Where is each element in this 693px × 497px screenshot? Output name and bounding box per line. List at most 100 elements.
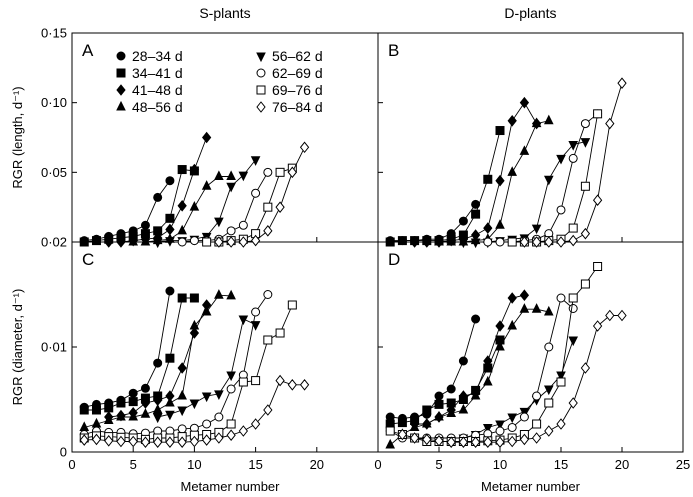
data-point bbox=[214, 289, 224, 299]
panel-label-d: D bbox=[388, 250, 400, 269]
data-point bbox=[434, 434, 444, 447]
y-tick-label: 0·05 bbox=[41, 165, 67, 180]
data-point bbox=[422, 433, 432, 446]
data-point bbox=[519, 145, 530, 155]
legend-marker bbox=[116, 51, 126, 61]
data-point bbox=[250, 234, 261, 247]
data-point bbox=[495, 426, 505, 436]
data-point bbox=[434, 399, 444, 409]
data-point bbox=[458, 216, 468, 226]
series-line bbox=[84, 304, 293, 440]
data-point bbox=[580, 362, 591, 374]
data-point bbox=[532, 391, 542, 401]
data-point bbox=[556, 205, 566, 215]
data-point bbox=[507, 166, 518, 176]
data-point bbox=[91, 433, 102, 446]
data-point bbox=[238, 220, 248, 230]
data-point bbox=[214, 432, 224, 444]
x-tick-label: 15 bbox=[554, 457, 568, 472]
series-41-48 bbox=[409, 96, 542, 248]
data-point bbox=[568, 336, 579, 347]
data-point bbox=[519, 412, 529, 422]
series-line bbox=[84, 290, 171, 408]
data-point bbox=[128, 397, 138, 407]
data-point bbox=[483, 355, 493, 367]
data-point bbox=[165, 213, 175, 223]
data-point bbox=[165, 396, 175, 407]
data-point bbox=[543, 385, 554, 396]
series-line bbox=[84, 169, 195, 243]
data-point bbox=[446, 436, 456, 449]
data-point bbox=[544, 425, 554, 437]
data-point bbox=[483, 237, 493, 247]
legend-marker bbox=[116, 100, 126, 111]
series-line bbox=[414, 101, 537, 243]
data-point bbox=[214, 390, 224, 401]
series-line bbox=[463, 141, 586, 243]
data-point bbox=[202, 419, 212, 429]
y-tick-label: 0·02 bbox=[41, 235, 67, 250]
data-point bbox=[238, 425, 249, 437]
data-point bbox=[165, 237, 175, 247]
data-point bbox=[140, 408, 151, 418]
data-point bbox=[238, 236, 249, 248]
legend-marker bbox=[256, 52, 266, 63]
data-point bbox=[116, 398, 126, 408]
series-76-84 bbox=[397, 309, 627, 449]
data-point bbox=[556, 418, 566, 430]
y-tick-label: 0·15 bbox=[41, 26, 67, 41]
data-point bbox=[103, 414, 114, 424]
data-point bbox=[177, 293, 187, 303]
data-point bbox=[116, 410, 126, 421]
data-point bbox=[568, 223, 578, 233]
series-69-76 bbox=[79, 300, 297, 444]
data-point bbox=[568, 304, 578, 313]
panel-label-b: B bbox=[388, 41, 399, 60]
column-title-d-plants: D-plants bbox=[504, 5, 556, 21]
panel-label-c: C bbox=[82, 250, 94, 269]
legend-marker bbox=[256, 68, 266, 78]
data-point bbox=[543, 305, 554, 316]
legend-label: 69–76 d bbox=[272, 82, 323, 98]
data-point bbox=[422, 236, 432, 248]
data-point bbox=[556, 236, 566, 248]
data-point bbox=[275, 167, 285, 177]
data-point bbox=[556, 154, 566, 165]
data-point bbox=[593, 109, 603, 119]
data-point bbox=[519, 303, 530, 313]
series-line bbox=[390, 339, 501, 425]
x-tick-label: 25 bbox=[676, 457, 690, 472]
data-point bbox=[238, 315, 249, 326]
data-point bbox=[177, 199, 187, 212]
x-tick-label: 15 bbox=[248, 457, 262, 472]
data-point bbox=[544, 398, 554, 408]
data-point bbox=[397, 236, 407, 246]
panel-d bbox=[385, 262, 627, 449]
data-layer: 28–34 d34–41 d41–48 d48–56 d 56–62 d62–69… bbox=[79, 48, 627, 449]
data-point bbox=[226, 371, 236, 382]
data-point bbox=[519, 289, 530, 302]
series-76-84 bbox=[214, 141, 310, 248]
data-point bbox=[177, 436, 187, 449]
data-point bbox=[226, 236, 236, 248]
data-point bbox=[214, 412, 224, 422]
data-point bbox=[568, 140, 579, 151]
data-point bbox=[263, 202, 273, 212]
data-point bbox=[177, 406, 187, 417]
data-point bbox=[128, 388, 138, 398]
x-tick-label: 10 bbox=[493, 457, 507, 472]
data-point bbox=[544, 236, 554, 248]
data-point bbox=[128, 235, 139, 246]
data-point bbox=[165, 176, 175, 186]
series-line bbox=[439, 120, 549, 243]
x-tick-label: 20 bbox=[310, 457, 324, 472]
data-point bbox=[385, 438, 396, 449]
data-point bbox=[250, 156, 261, 166]
data-point bbox=[226, 429, 236, 442]
series-line bbox=[487, 113, 598, 243]
data-point bbox=[189, 399, 200, 410]
data-point bbox=[189, 163, 200, 176]
data-point bbox=[91, 405, 101, 415]
series-line bbox=[463, 339, 574, 439]
